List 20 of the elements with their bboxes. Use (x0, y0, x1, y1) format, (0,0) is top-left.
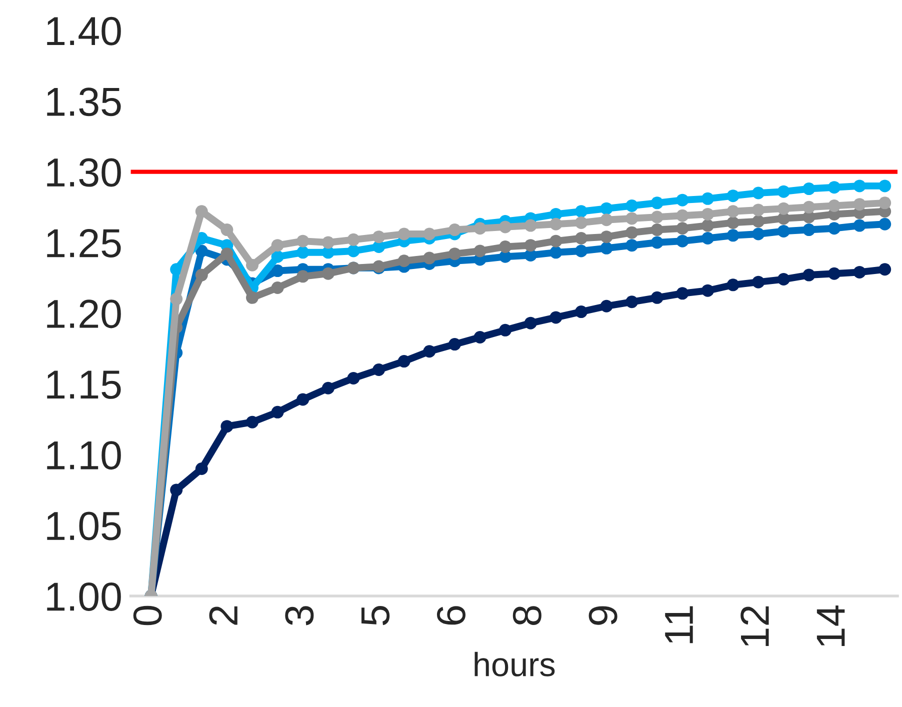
x-tick-label: 6 (436, 606, 466, 625)
y-tick-label: 1.15 (47, 370, 121, 399)
x-axis-title: hours (474, 652, 555, 676)
x-tick-label: 14 (816, 606, 845, 646)
x-tick-label: 11 (665, 606, 693, 644)
y-tick-label: 1.00 (47, 582, 121, 611)
x-tick-label: 9 (588, 606, 618, 625)
y-tick-label: 1.10 (47, 441, 121, 470)
y-tick-label: 1.20 (47, 300, 121, 328)
x-tick-label: 3 (285, 606, 314, 626)
x-tick-label: 12 (740, 606, 769, 646)
y-tick-label: 1.05 (47, 512, 121, 540)
y-tick-label: 1.30 (47, 158, 121, 187)
y-tick-label: 1.40 (47, 16, 121, 46)
x-tick-label: 2 (209, 606, 238, 625)
x-tick-label: 5 (361, 606, 390, 626)
x-tick-label: 8 (512, 606, 542, 625)
y-tick-label: 1.25 (47, 228, 121, 258)
x-tick-label: 0 (133, 606, 162, 626)
y-tick-label: 1.35 (47, 88, 121, 116)
